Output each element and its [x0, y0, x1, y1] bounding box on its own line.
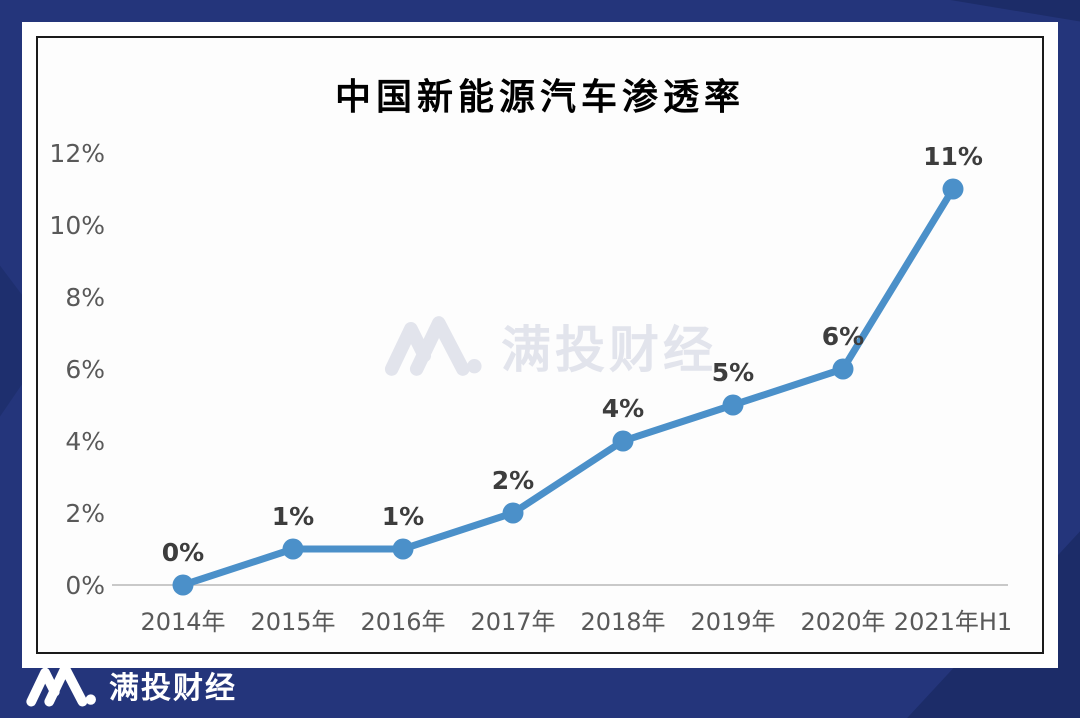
chart-title: 中国新能源汽车渗透率 — [334, 76, 745, 118]
brand-m-logo-icon — [26, 663, 96, 707]
y-tick-label: 0% — [65, 571, 105, 600]
data-point-label: 1% — [382, 502, 424, 531]
y-tick-label: 10% — [49, 211, 105, 240]
x-tick-label: 2017年 — [470, 608, 555, 636]
data-point-marker — [392, 538, 414, 560]
y-tick-label: 6% — [65, 355, 105, 384]
y-tick-label: 4% — [65, 427, 105, 456]
y-tick-label: 2% — [65, 499, 105, 528]
data-point-label: 1% — [272, 502, 314, 531]
data-point-label: 2% — [492, 466, 534, 495]
data-point-marker — [282, 538, 304, 560]
x-tick-label: 2018年 — [580, 608, 665, 636]
data-point-label: 11% — [923, 142, 983, 171]
chart-card: 中国新能源汽车渗透率 0% 2% 4% 6% 8% 10% 12% 2014年 2015年 201… — [22, 22, 1058, 668]
footer-brand-text: 满投财经 — [109, 671, 237, 706]
data-point-marker — [612, 430, 634, 452]
y-tick-label: 8% — [65, 283, 105, 312]
data-point-marker — [942, 178, 964, 200]
data-point-marker — [172, 574, 194, 596]
data-point-label: 0% — [162, 538, 204, 567]
line-chart: 0% 2% 4% 6% 8% 10% 12% 2014年 2015年 2016年 2017年 2018… — [49, 139, 1012, 636]
data-point-marker — [722, 394, 744, 416]
x-tick-label: 2021年H1 — [894, 608, 1012, 636]
line-series — [179, 185, 957, 589]
footer-brand: 满投财经 — [25, 662, 237, 708]
data-point-label: 6% — [822, 322, 864, 351]
x-tick-label: 2016年 — [360, 608, 445, 636]
data-point-marker — [502, 502, 524, 524]
chart-plot-frame: 中国新能源汽车渗透率 0% 2% 4% 6% 8% 10% 12% 2014年 2015年 201… — [36, 36, 1044, 654]
x-tick-label: 2014年 — [140, 608, 225, 636]
data-point-label: 5% — [712, 358, 754, 387]
data-point-label: 4% — [602, 394, 644, 423]
x-tick-label: 2019年 — [690, 608, 775, 636]
x-tick-label: 2015年 — [250, 608, 335, 636]
data-point-marker — [832, 358, 854, 380]
y-tick-label: 12% — [49, 139, 105, 168]
x-tick-label: 2020年 — [800, 608, 885, 636]
